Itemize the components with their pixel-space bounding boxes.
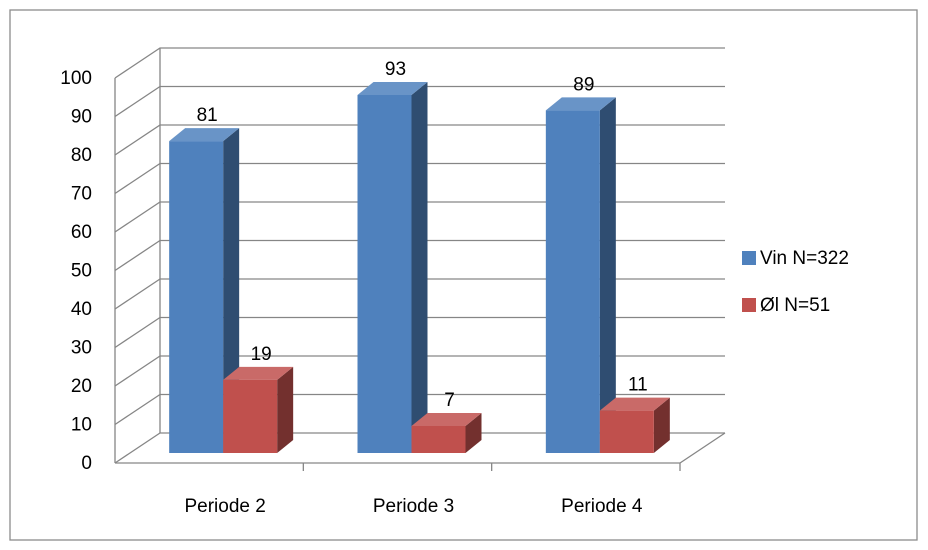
bar	[357, 81, 428, 453]
data-label: 11	[628, 375, 648, 396]
data-label: 7	[444, 390, 455, 411]
bar-face	[223, 379, 278, 453]
chart-border	[9, 9, 918, 541]
y-tick-label: 40	[71, 299, 92, 320]
bar-face	[223, 366, 294, 380]
x-tick-label: Periode 3	[373, 496, 454, 517]
bar-face	[169, 128, 240, 142]
bar-face	[411, 81, 428, 453]
data-label: 89	[573, 74, 594, 95]
bar-face	[599, 97, 616, 453]
bar	[599, 397, 670, 453]
bar-face	[277, 366, 294, 453]
bar	[223, 366, 294, 453]
x-tick-label: Periode 2	[184, 496, 265, 517]
legend-label: Vin N=322	[760, 248, 849, 269]
data-label: 93	[385, 59, 406, 80]
bar-face	[545, 110, 600, 453]
y-tick-label: 10	[71, 415, 92, 436]
bar-face	[599, 410, 654, 453]
y-tick-label: 20	[71, 376, 92, 397]
legend-label: Øl N=51	[760, 295, 830, 316]
y-tick-label: 70	[71, 184, 92, 205]
bar-face	[599, 397, 670, 411]
y-tick-label: 80	[71, 145, 92, 166]
bar	[545, 97, 616, 453]
x-tick-label: Periode 4	[561, 496, 643, 517]
data-label: 81	[197, 105, 218, 126]
y-tick-label: 100	[60, 68, 92, 89]
y-tick-label: 30	[71, 338, 92, 359]
bar-face	[545, 97, 616, 111]
legend-swatch	[742, 251, 756, 265]
bar-face	[357, 94, 412, 453]
data-label: 19	[251, 344, 272, 365]
bar-face	[357, 81, 428, 95]
y-tick-label: 0	[81, 453, 92, 474]
bar-face	[411, 413, 482, 427]
bar-face	[465, 413, 482, 453]
y-tick-label: 50	[71, 261, 92, 282]
legend-swatch	[742, 298, 756, 312]
bar	[411, 413, 482, 453]
bar-face	[653, 397, 670, 453]
y-tick-label: 90	[71, 107, 92, 128]
y-tick-label: 60	[71, 222, 92, 243]
bar-face	[411, 426, 466, 453]
bar-face	[169, 141, 224, 453]
